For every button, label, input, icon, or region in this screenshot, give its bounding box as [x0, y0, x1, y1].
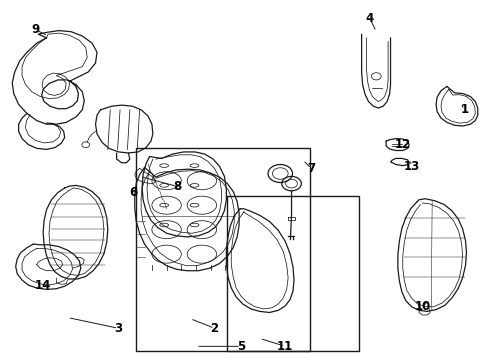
- Text: 1: 1: [461, 103, 468, 116]
- Text: 6: 6: [129, 186, 137, 199]
- Text: 9: 9: [31, 23, 39, 36]
- Text: 4: 4: [366, 12, 374, 25]
- Bar: [227, 196, 359, 351]
- Text: 12: 12: [394, 138, 411, 151]
- Text: 8: 8: [173, 180, 181, 193]
- Text: 10: 10: [414, 300, 431, 313]
- Text: 13: 13: [403, 160, 420, 173]
- Text: 2: 2: [211, 322, 219, 335]
- Text: 7: 7: [308, 162, 316, 175]
- Text: 3: 3: [115, 322, 122, 335]
- Text: 14: 14: [35, 279, 51, 292]
- Text: 5: 5: [237, 340, 245, 353]
- Text: 11: 11: [277, 340, 294, 353]
- Bar: [136, 148, 310, 351]
